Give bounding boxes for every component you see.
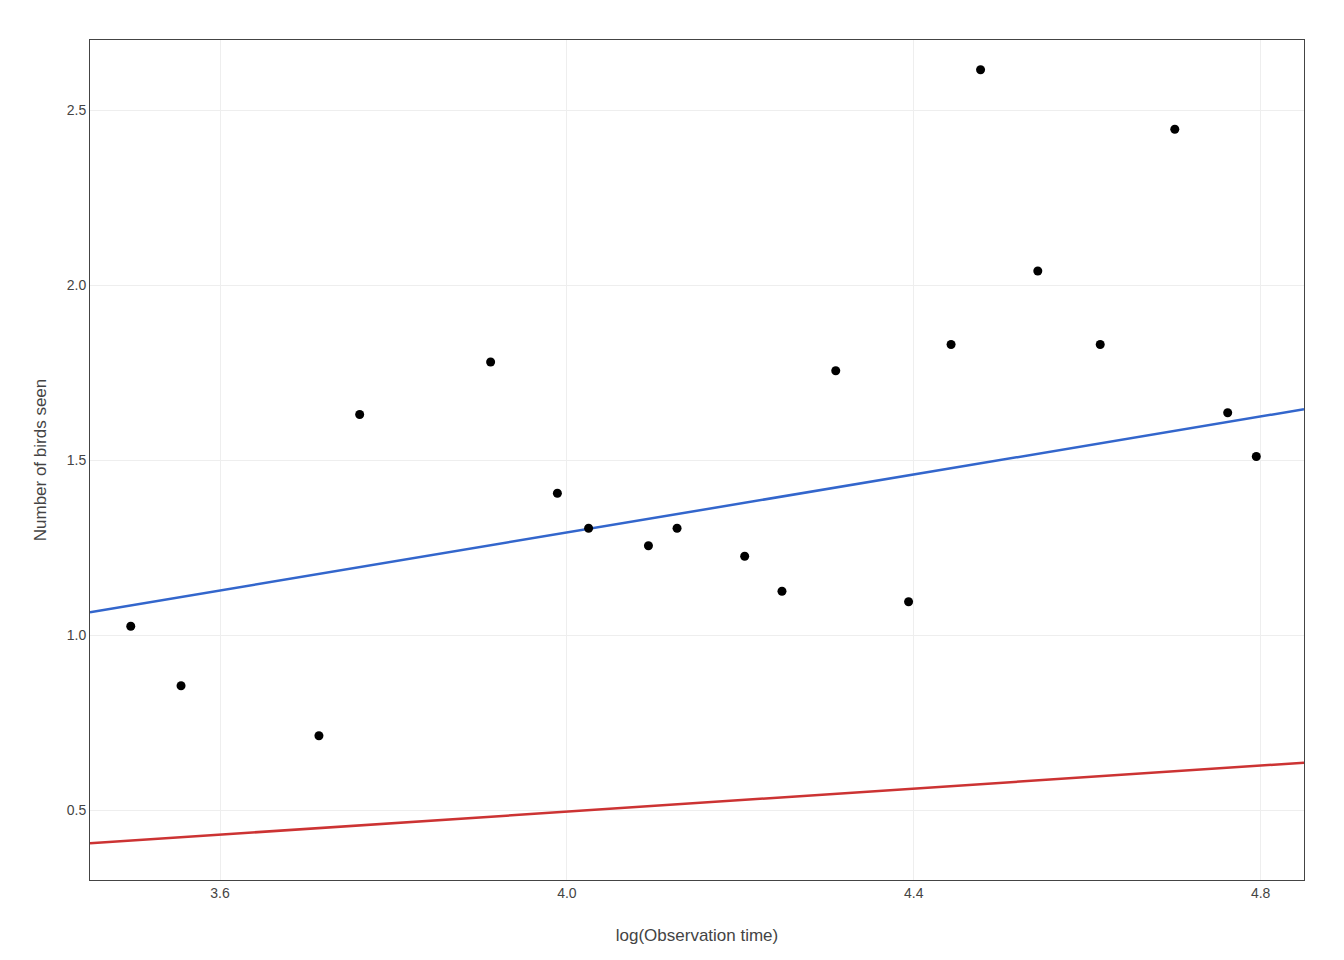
svg-text:4.8: 4.8 bbox=[1251, 885, 1271, 901]
svg-text:1.0: 1.0 bbox=[67, 627, 87, 643]
svg-text:4.0: 4.0 bbox=[557, 885, 577, 901]
svg-text:2.0: 2.0 bbox=[67, 277, 87, 293]
svg-text:0.5: 0.5 bbox=[67, 802, 87, 818]
svg-text:2.5: 2.5 bbox=[67, 102, 87, 118]
svg-text:4.4: 4.4 bbox=[904, 885, 924, 901]
svg-text:1.5: 1.5 bbox=[67, 452, 87, 468]
svg-text:Number of birds seen: Number of birds seen bbox=[31, 379, 50, 542]
svg-text:3.6: 3.6 bbox=[210, 885, 230, 901]
svg-text:log(Observation time): log(Observation time) bbox=[616, 926, 779, 945]
